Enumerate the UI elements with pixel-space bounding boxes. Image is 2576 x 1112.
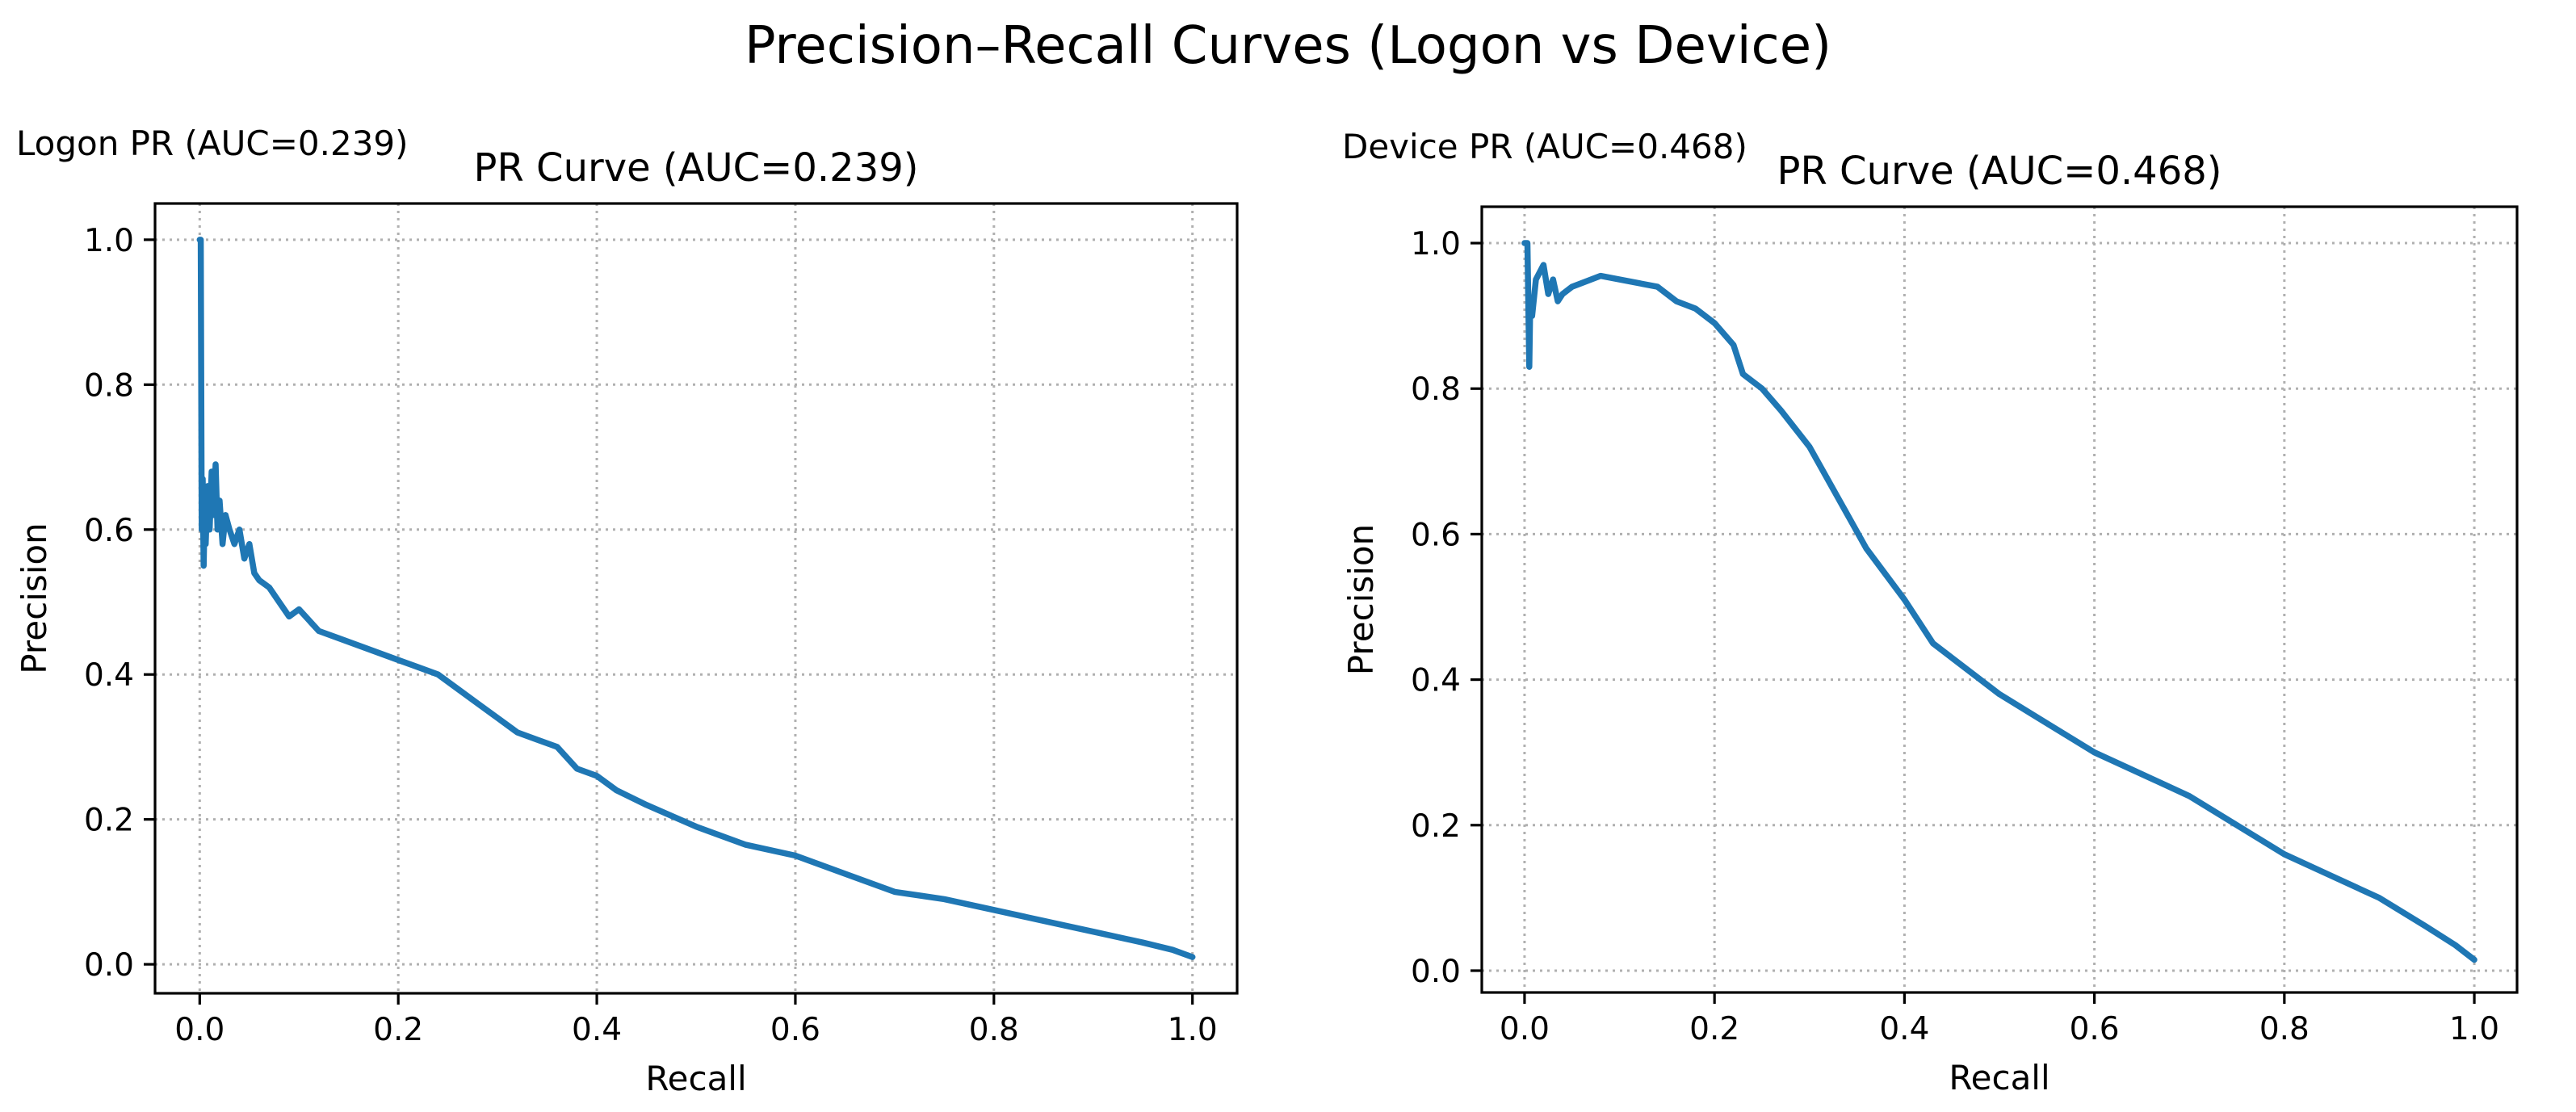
device-y-tick-label-1: 0.2: [1411, 808, 1461, 845]
logon-x-tick-label-4: 0.8: [969, 1012, 1019, 1048]
logon-y-tick-label-2: 0.4: [84, 657, 134, 694]
logon-y-tick-label-3: 0.6: [84, 513, 134, 549]
device-x-tick-label-2: 0.4: [1879, 1011, 1929, 1047]
logon-x-tick-label-0: 0.0: [174, 1012, 224, 1048]
device-x-tick-label-1: 0.2: [1689, 1011, 1739, 1047]
device-pr-curve-line: [1521, 240, 2477, 963]
logon-x-tick-label-5: 1.0: [1168, 1012, 1218, 1048]
logon-x-tick-label-1: 0.2: [373, 1012, 423, 1048]
logon-pr-curve-line: [196, 237, 1196, 960]
device-pr-label: Device PR (AUC=0.468): [1342, 127, 1747, 166]
device-y-tick-label-3: 0.6: [1411, 517, 1461, 553]
device-y-tick-label-4: 0.8: [1411, 371, 1461, 408]
logon-pr-label: Logon PR (AUC=0.239): [16, 124, 409, 163]
logon-axes-frame: [153, 202, 1239, 995]
device-panel-title: PR Curve (AUC=0.468): [1777, 149, 2222, 194]
logon-x-tick-label-2: 0.4: [572, 1012, 622, 1048]
logon-y-axis-label: Precision: [15, 522, 54, 673]
device-x-tick-label-0: 0.0: [1500, 1011, 1550, 1047]
device-y-tick-label-5: 1.0: [1411, 226, 1461, 262]
logon-y-tick-label-5: 1.0: [84, 223, 134, 259]
device-y-tick-label-2: 0.4: [1411, 663, 1461, 699]
logon-x-axis-label: Recall: [645, 1059, 746, 1098]
device-pr-panel: 0.0 0.2 0.4 0.6 0.8 1.0 0.0 0.2 0.4 0.6 0.8 1.0 Reca…: [1341, 127, 2519, 1097]
device-y-tick-label-0: 0.0: [1411, 954, 1461, 990]
figure-suptitle: Precision–Recall Curves (Logon vs Device…: [745, 16, 1831, 76]
device-x-tick-label-4: 0.8: [2259, 1011, 2310, 1047]
logon-y-tick-label-0: 0.0: [84, 947, 134, 984]
logon-pr-panel: 0.0 0.2 0.4 0.6 0.8 1.0 0.0 0.2 0.4 0.6 0.8 1.0 Reca…: [15, 124, 1239, 1098]
logon-x-tick-label-3: 0.6: [770, 1012, 820, 1048]
device-axes-frame: [1480, 205, 2519, 994]
device-y-axis-label: Precision: [1341, 524, 1381, 675]
device-x-axis-label: Recall: [1949, 1058, 2049, 1097]
device-x-tick-label-3: 0.6: [2070, 1011, 2120, 1047]
logon-y-tick-label-4: 0.8: [84, 367, 134, 404]
logon-panel-title: PR Curve (AUC=0.239): [474, 145, 919, 191]
device-x-tick-label-5: 1.0: [2449, 1011, 2499, 1047]
logon-y-tick-label-1: 0.2: [84, 803, 134, 839]
